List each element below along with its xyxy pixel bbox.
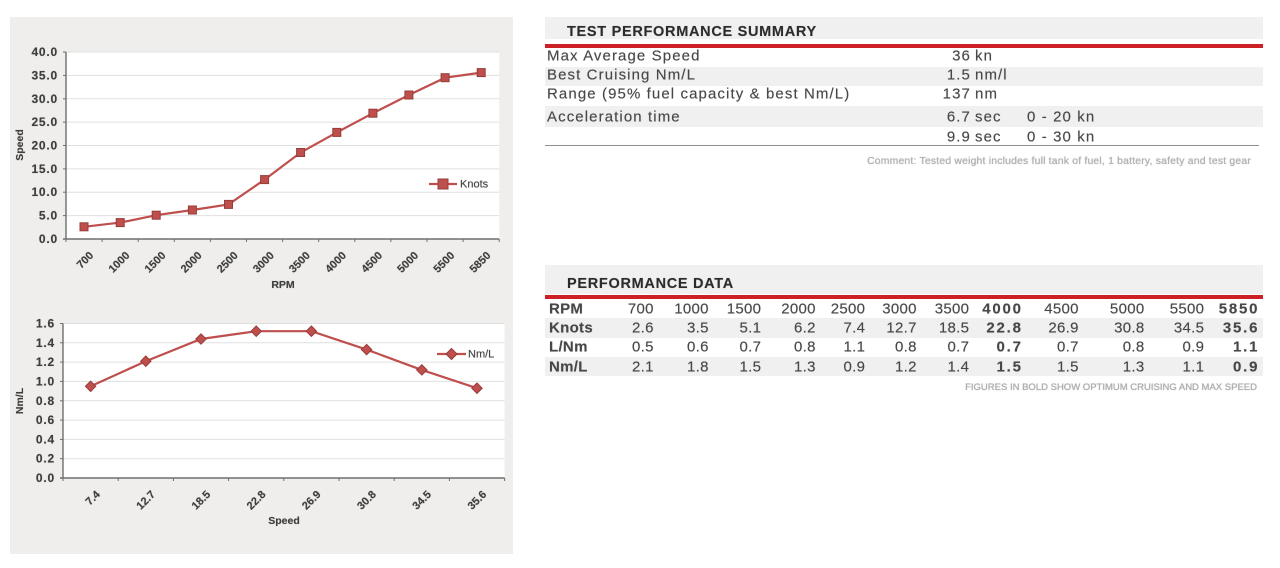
svg-text:Nm/L: Nm/L <box>468 349 494 361</box>
svg-text:34.5: 34.5 <box>410 489 434 513</box>
svg-text:0.0: 0.0 <box>36 471 55 485</box>
svg-text:1000: 1000 <box>107 250 133 276</box>
svg-text:4500: 4500 <box>359 250 385 276</box>
svg-text:5000: 5000 <box>395 250 421 276</box>
svg-text:22.8: 22.8 <box>245 489 269 513</box>
svg-text:1500: 1500 <box>143 250 169 276</box>
svg-text:35.0: 35.0 <box>31 68 58 82</box>
svg-text:Knots: Knots <box>460 179 489 191</box>
svg-text:Nm/L: Nm/L <box>14 387 26 414</box>
svg-text:1.0: 1.0 <box>36 374 55 388</box>
svg-text:0.6: 0.6 <box>36 413 55 427</box>
svg-text:10.0: 10.0 <box>31 185 58 199</box>
svg-text:2000: 2000 <box>179 250 205 276</box>
svg-text:0.4: 0.4 <box>36 432 55 446</box>
svg-text:Speed: Speed <box>268 515 300 527</box>
svg-text:0.2: 0.2 <box>36 452 55 466</box>
svg-text:3500: 3500 <box>287 250 313 276</box>
svg-text:RPM: RPM <box>271 279 295 291</box>
svg-text:18.5: 18.5 <box>190 489 214 513</box>
svg-text:1.4: 1.4 <box>36 336 55 350</box>
svg-text:35.6: 35.6 <box>466 489 490 513</box>
svg-text:25.0: 25.0 <box>31 115 58 129</box>
svg-text:700: 700 <box>75 250 96 271</box>
svg-text:30.0: 30.0 <box>31 92 58 106</box>
svg-text:5850: 5850 <box>468 250 494 276</box>
svg-text:4000: 4000 <box>323 250 349 276</box>
svg-text:12.7: 12.7 <box>134 489 158 513</box>
svg-text:2500: 2500 <box>215 250 241 276</box>
svg-text:15.0: 15.0 <box>31 162 58 176</box>
svg-text:5.0: 5.0 <box>39 209 58 223</box>
svg-text:20.0: 20.0 <box>31 139 58 153</box>
svg-text:0.0: 0.0 <box>39 232 58 246</box>
svg-text:40.0: 40.0 <box>31 45 58 59</box>
svg-text:0.8: 0.8 <box>36 394 55 408</box>
svg-text:7.4: 7.4 <box>84 488 104 508</box>
svg-text:1.6: 1.6 <box>36 317 55 331</box>
svg-text:1.2: 1.2 <box>36 355 55 369</box>
svg-text:3000: 3000 <box>251 250 277 276</box>
svg-text:30.8: 30.8 <box>355 489 379 513</box>
svg-text:26.9: 26.9 <box>300 489 324 513</box>
svg-text:Speed: Speed <box>14 129 26 161</box>
svg-text:5500: 5500 <box>432 250 458 276</box>
